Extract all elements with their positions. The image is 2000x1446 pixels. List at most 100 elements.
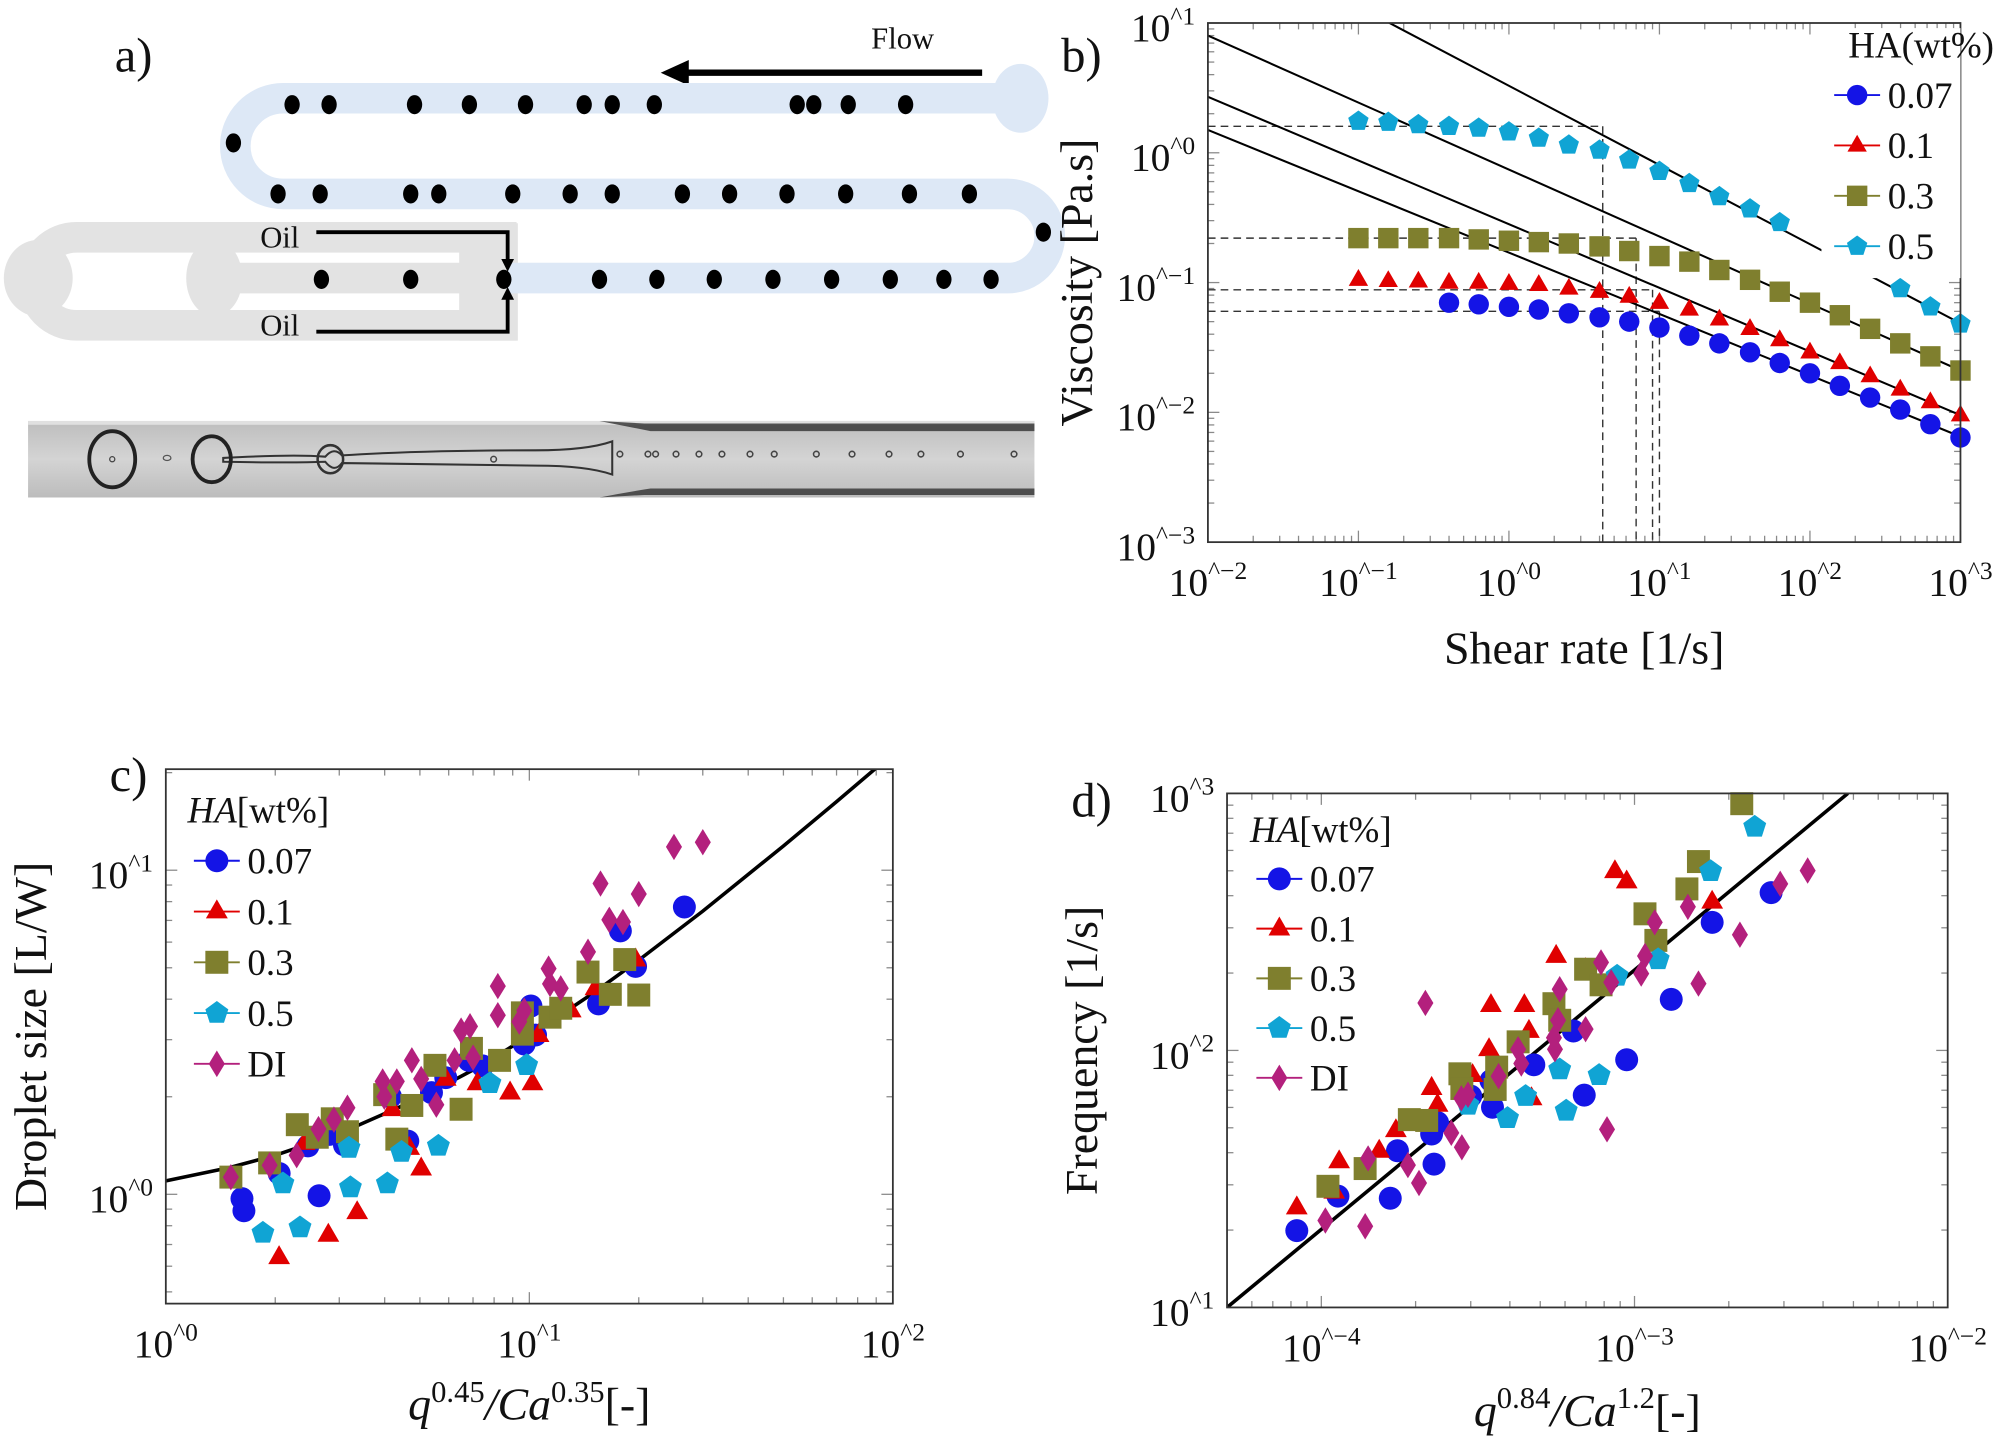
triangle-marker bbox=[499, 1080, 521, 1100]
legend-title-main: HA(wt%) bbox=[1848, 24, 1994, 66]
circle-marker bbox=[1649, 317, 1670, 338]
pentagon-marker bbox=[1528, 127, 1549, 147]
square-marker bbox=[1589, 236, 1610, 257]
triangle-marker bbox=[1649, 292, 1670, 309]
circle-marker bbox=[1659, 987, 1683, 1011]
legend-label: 0.1 bbox=[247, 891, 293, 932]
pentagon-marker bbox=[1468, 117, 1489, 137]
tick-exponent: ^1 bbox=[1667, 556, 1692, 585]
circle-marker bbox=[205, 849, 229, 873]
oil-bottom-arrow-icon bbox=[316, 297, 510, 334]
circle-marker bbox=[1619, 311, 1640, 332]
circle-marker bbox=[1679, 325, 1700, 346]
panel-a-label: a) bbox=[115, 29, 153, 82]
legend: HA(wt%) 0.07 0.1 0.3 0.5 bbox=[1821, 24, 1994, 279]
circle-marker bbox=[1890, 399, 1911, 420]
pentagon-marker bbox=[1378, 111, 1399, 131]
diamond-marker bbox=[1546, 1036, 1564, 1063]
diamond-marker bbox=[694, 828, 711, 856]
pentagon-marker bbox=[1920, 296, 1941, 316]
axis-title-superscript: 0.84 bbox=[1497, 1381, 1551, 1415]
tick-label: 10^−2 bbox=[1117, 391, 1196, 440]
tick-label: 10^1 bbox=[1627, 556, 1691, 605]
oil-top-label: Oil bbox=[260, 220, 299, 254]
pentagon-marker bbox=[1709, 185, 1730, 206]
circle-marker bbox=[1528, 299, 1550, 320]
panel-label: c) bbox=[110, 749, 148, 802]
diamond-marker bbox=[1453, 1085, 1470, 1112]
diamond-marker bbox=[1633, 960, 1650, 987]
legend-title: HA[wt%] bbox=[1249, 809, 1392, 850]
diamond-marker bbox=[261, 1151, 278, 1179]
y-axis-title: Frequency [1/s] bbox=[1056, 906, 1107, 1195]
legend-item: 0.07 bbox=[1256, 859, 1375, 900]
pentagon-marker bbox=[1548, 1057, 1572, 1080]
diamond-marker bbox=[388, 1068, 405, 1095]
circle-marker bbox=[672, 895, 696, 919]
tick-exponent: ^1 bbox=[128, 848, 153, 877]
tick-base: 10 bbox=[1150, 1033, 1190, 1077]
legend-label: 0.07 bbox=[1310, 859, 1375, 900]
tick-base: 10 bbox=[861, 1322, 901, 1366]
tick-exponent: ^3 bbox=[1968, 556, 1993, 585]
square-marker bbox=[449, 1097, 473, 1121]
tick-base: 10 bbox=[1117, 265, 1157, 309]
square-marker bbox=[335, 1120, 359, 1144]
triangle-marker bbox=[1890, 378, 1910, 396]
diamond-marker bbox=[541, 970, 559, 998]
triangle-marker bbox=[1679, 298, 1699, 316]
square-marker bbox=[1528, 231, 1550, 253]
triangle-marker bbox=[1479, 993, 1502, 1013]
axis-title-superscript: 0.35 bbox=[551, 1375, 605, 1409]
diamond-marker bbox=[222, 1163, 239, 1191]
pentagon-marker bbox=[251, 1220, 275, 1243]
tick-exponent: ^−3 bbox=[1156, 520, 1195, 549]
triangle-marker bbox=[1559, 277, 1579, 295]
pentagon-marker bbox=[1408, 113, 1429, 134]
tick-label: 10^−3 bbox=[1595, 1321, 1674, 1370]
tick-exponent: ^0 bbox=[173, 1318, 198, 1347]
pentagon-marker bbox=[1890, 277, 1911, 298]
diamond-marker bbox=[374, 1068, 391, 1095]
axis-title-part: Shear rate [1/s] bbox=[1444, 622, 1724, 673]
circle-marker bbox=[1468, 294, 1489, 315]
panel-b-viscosity-chart: b)10^−2 10^−1 10^0 10^1 10^2 10^310^−310^−210… bbox=[1051, 1, 1994, 673]
circle-marker bbox=[1285, 1219, 1309, 1243]
square-marker bbox=[205, 950, 229, 974]
triangle-marker bbox=[1830, 352, 1850, 370]
tick-exponent: ^2 bbox=[900, 1318, 925, 1347]
triangle-marker bbox=[1285, 1195, 1308, 1215]
pentagon-marker bbox=[1649, 160, 1670, 181]
tick-exponent: ^−2 bbox=[1948, 1321, 1987, 1350]
triangle-marker bbox=[1770, 329, 1790, 347]
triangle-marker bbox=[346, 1200, 369, 1220]
square-marker bbox=[1378, 227, 1399, 249]
pentagon-marker bbox=[1438, 115, 1460, 135]
x-axis-title: Shear rate [1/s] bbox=[1444, 622, 1724, 673]
square-marker bbox=[1438, 227, 1460, 249]
panel-label: b) bbox=[1061, 29, 1101, 82]
tick-base: 10 bbox=[1595, 1326, 1635, 1370]
pentagon-marker bbox=[1558, 134, 1579, 154]
circle-marker bbox=[1829, 375, 1851, 397]
series-0.5 bbox=[1456, 814, 1767, 1128]
x-axis-title: q0.84/Ca1.2[-] bbox=[1474, 1381, 1701, 1436]
legend-label: DI bbox=[1310, 1058, 1349, 1099]
axis-title-superscript: 1.2 bbox=[1617, 1381, 1655, 1415]
square-marker bbox=[1468, 229, 1489, 250]
axis-title-part: [-] bbox=[605, 1379, 651, 1430]
tick-base: 10 bbox=[1928, 561, 1968, 605]
panel-d-frequency-chart: d)10^−4 10^−3 10^−210^110^210^3HA[wt%]0.07… bbox=[1056, 772, 1987, 1436]
pentagon-marker bbox=[1267, 1015, 1291, 1038]
tick-base: 10 bbox=[1117, 395, 1157, 439]
diamond-marker bbox=[453, 1017, 470, 1044]
flow-label: Flow bbox=[871, 22, 934, 56]
x-axis-title: q0.45/Ca0.35[-] bbox=[408, 1375, 650, 1430]
triangle-marker bbox=[381, 1097, 404, 1117]
pentagon-marker bbox=[337, 1135, 361, 1158]
series-0.1 bbox=[1348, 269, 1971, 422]
diamond-marker bbox=[1271, 1064, 1288, 1092]
square-marker bbox=[549, 996, 573, 1020]
square-marker bbox=[1675, 877, 1699, 901]
